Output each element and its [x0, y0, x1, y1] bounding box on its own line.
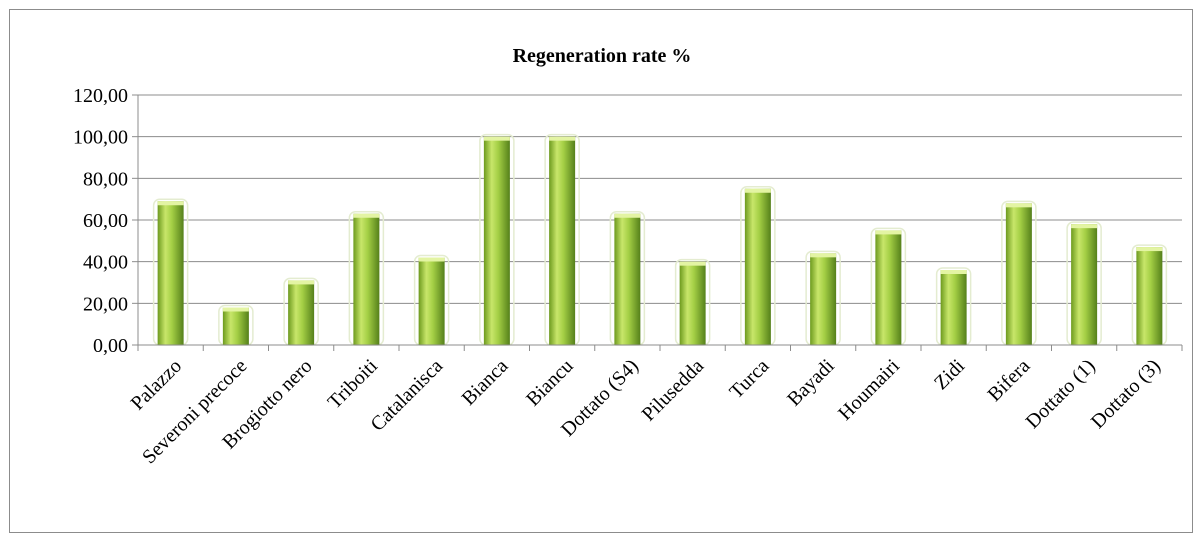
bar-cap [418, 257, 445, 262]
bar-cap [549, 136, 576, 141]
y-tick-label: 120,00 [73, 85, 128, 107]
x-category-label: Zidi [930, 355, 969, 394]
bar [483, 136, 510, 345]
x-category-label: Turca [725, 355, 773, 403]
x-category-label: Houmairi [834, 355, 904, 425]
bar-group [1001, 200, 1037, 346]
x-category-label: Catalanisca [366, 355, 447, 436]
bar-cap [1071, 224, 1098, 229]
y-tick-label: 40,00 [83, 252, 128, 274]
bar [418, 257, 445, 345]
bar-group [348, 211, 385, 346]
bar-cap [810, 253, 837, 258]
y-tick-label: 20,00 [83, 293, 128, 315]
axis-layer [132, 94, 1183, 351]
x-category-label: Biancu [522, 355, 578, 411]
x-category-label: Bianca [458, 355, 513, 410]
x-category-label: Pilusedda [638, 355, 709, 426]
bar [288, 280, 315, 345]
x-category-label: Palazzo [127, 355, 187, 415]
bar-cap [744, 188, 771, 193]
bar [549, 136, 576, 345]
x-category-label: Bayadi [783, 355, 839, 411]
bar-group [1066, 221, 1102, 346]
bar [679, 261, 706, 345]
bar [940, 270, 967, 345]
bar-group [609, 211, 646, 346]
bar-group [740, 186, 776, 346]
bar-group [544, 133, 580, 346]
bar-cap [353, 213, 380, 218]
bar-group [1131, 244, 1168, 346]
bar-cap [288, 280, 315, 285]
bar [157, 201, 184, 345]
bar-cap [157, 201, 184, 206]
bar-group [218, 304, 254, 346]
chart-title: Regeneration rate % [513, 45, 692, 67]
y-tick-label: 60,00 [83, 210, 128, 232]
bar-cap [940, 270, 967, 274]
bar-cap [679, 261, 706, 266]
bar [810, 253, 837, 345]
x-category-label: Bifera [984, 355, 1035, 406]
bar-layer [152, 133, 1168, 346]
bar-cap [222, 307, 249, 312]
chart-svg: Regeneration rate % 0,00 20,00 40,00 60,00 8… [73, 45, 1183, 468]
bar [744, 188, 771, 345]
y-tick-label: 0,00 [93, 335, 128, 357]
bar-cap [614, 213, 641, 218]
bar [614, 213, 641, 345]
y-tick-label: 100,00 [73, 127, 128, 149]
bar-cap [875, 230, 902, 235]
bar [222, 307, 249, 345]
chart-frame: Regeneration rate % 0,00 20,00 40,00 60,00 8… [9, 9, 1193, 533]
bar [1136, 247, 1163, 345]
y-tick-label: 80,00 [83, 168, 128, 190]
bar [1005, 203, 1032, 345]
bar-cap [1005, 203, 1032, 208]
bar-group [413, 254, 450, 346]
bar-group [870, 227, 907, 346]
bar-group [805, 250, 841, 346]
bar-group [479, 133, 515, 346]
bar-group [674, 258, 711, 346]
bar [353, 213, 380, 345]
bar-group [935, 267, 972, 346]
bar [875, 230, 902, 345]
bar [1071, 224, 1098, 345]
x-category-label: Dottato (3) [1087, 355, 1165, 433]
x-category-label: Dottato (1) [1022, 355, 1100, 433]
bar-group [283, 277, 319, 346]
bar-group [152, 198, 189, 346]
bar-cap [1136, 247, 1163, 252]
x-category-label: Triboiti [324, 355, 383, 414]
bar-cap [483, 136, 510, 141]
